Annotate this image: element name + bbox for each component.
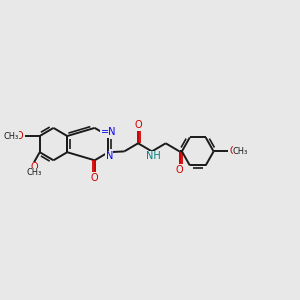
Text: O: O xyxy=(16,131,24,141)
Text: O: O xyxy=(135,120,142,130)
Text: CH₃: CH₃ xyxy=(3,131,18,140)
Text: =N: =N xyxy=(101,127,116,137)
Text: CH₃: CH₃ xyxy=(233,147,248,156)
Text: O: O xyxy=(30,162,38,172)
Text: O: O xyxy=(176,164,183,175)
Text: O: O xyxy=(229,146,237,156)
Text: NH: NH xyxy=(146,151,160,161)
Text: O: O xyxy=(91,172,98,183)
Text: N: N xyxy=(106,151,113,161)
Text: CH₃: CH₃ xyxy=(26,169,41,178)
